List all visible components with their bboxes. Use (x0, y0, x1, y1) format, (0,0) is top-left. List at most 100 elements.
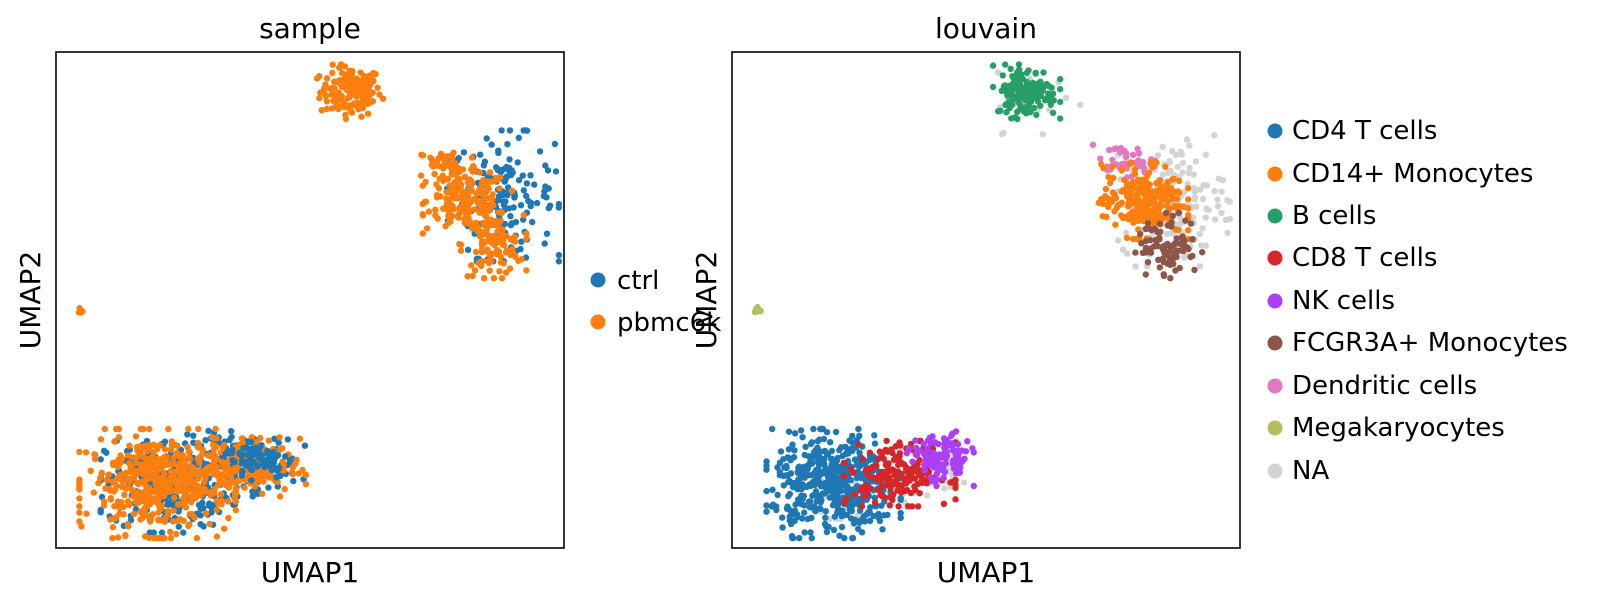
scatter-point (116, 510, 123, 518)
scatter-point (417, 172, 425, 179)
scatter-point (1037, 86, 1044, 93)
scatter-point (925, 437, 932, 444)
scatter-point (1199, 195, 1207, 202)
scatter-point (1187, 220, 1195, 227)
scatter-point (891, 471, 898, 479)
scatter-point (359, 76, 366, 84)
scatter-point (1007, 65, 1014, 73)
scatter-point (336, 64, 343, 71)
scatter-point (146, 455, 153, 463)
scatter-point (840, 479, 847, 486)
scatter-point (786, 517, 793, 524)
scatter-point (1146, 181, 1153, 188)
scatter-point (909, 458, 916, 465)
scatter-point (1142, 271, 1150, 278)
scatter-point (1133, 160, 1140, 167)
scatter-point (859, 456, 866, 463)
scatter-point (1119, 246, 1127, 253)
scatter-point (1214, 203, 1222, 210)
scatter-point (1141, 165, 1148, 172)
scatter-point (801, 509, 808, 516)
scatter-point (128, 463, 135, 470)
scatter-point (1129, 181, 1137, 188)
scatter-point (840, 499, 847, 507)
scatter-point (989, 62, 997, 69)
scatter-point (844, 449, 851, 456)
scatter-point (296, 435, 304, 442)
scatter-point (498, 209, 506, 216)
scatter-point (818, 481, 825, 488)
legend-louvain: CD4 T cells CD14+ Monocytes B cells CD8 … (1267, 116, 1568, 486)
scatter-point (809, 492, 816, 499)
scatter-point (440, 177, 447, 184)
scatter-point (849, 432, 856, 440)
scatter-point (206, 520, 213, 528)
scatter-point (202, 437, 209, 444)
scatter-point (1154, 242, 1162, 250)
scatter-point (1155, 256, 1162, 263)
scatter-point (541, 240, 548, 247)
scatter-point (209, 465, 217, 473)
scatter-point (970, 449, 977, 456)
scatter-point (839, 452, 846, 460)
scatter-point (970, 482, 977, 490)
scatter-point (476, 169, 483, 176)
scatter-point (523, 180, 531, 187)
scatter-point (284, 436, 292, 443)
scatter-point (301, 442, 309, 449)
scatter-point (330, 97, 337, 105)
y-axis-label-louvain: UMAP2 (690, 251, 723, 350)
scatter-point (812, 488, 820, 495)
scatter-point (1174, 163, 1182, 170)
scatter-point (206, 500, 213, 507)
scatter-point (110, 461, 117, 469)
scatter-point (797, 427, 805, 434)
scatter-point (843, 511, 851, 518)
scatter-point (137, 508, 144, 515)
scatter-point (151, 455, 159, 462)
scatter-point (919, 477, 927, 484)
scatter-point (470, 196, 478, 203)
scatter-point (202, 465, 210, 473)
scatter-point (829, 464, 836, 471)
scatter-point (1160, 243, 1167, 250)
scatter-point (886, 502, 893, 509)
scatter-point (498, 275, 506, 282)
scatter-point (851, 516, 858, 523)
scatter-point (228, 475, 235, 482)
scatter-point (865, 509, 872, 516)
scatter-point (831, 497, 839, 505)
scatter-point (952, 481, 959, 488)
scatter-point (483, 213, 490, 220)
scatter-point (506, 156, 513, 163)
scatter-point (115, 434, 123, 441)
scatter-point (185, 425, 192, 433)
scatter-point (955, 447, 962, 454)
scatter-point (835, 483, 842, 491)
scatter-point (103, 476, 110, 484)
scatter-point (468, 166, 475, 173)
scatter-point (1163, 182, 1170, 189)
scatter-point (924, 492, 931, 499)
scatter-point (358, 113, 365, 120)
scatter-point (202, 510, 210, 517)
scatter-point (1111, 145, 1118, 153)
scatter-point (1159, 171, 1167, 178)
scatter-point (1123, 234, 1131, 242)
scatter-point (531, 181, 538, 188)
scatter-point (1193, 186, 1200, 193)
scatter-point (432, 212, 439, 219)
scatter-point (1134, 185, 1141, 192)
scatter-point (805, 453, 813, 460)
scatter-point (933, 470, 941, 477)
scatter-point (999, 72, 1006, 79)
scatter-point (831, 470, 838, 478)
scatter-point (863, 491, 871, 498)
scatter-point (1190, 214, 1197, 221)
scatter-point (442, 223, 449, 230)
scatter-point (498, 127, 505, 134)
scatter-point (763, 508, 770, 515)
scatter-point (326, 85, 333, 92)
scatter-point (822, 514, 829, 521)
scatter-point (249, 451, 257, 458)
